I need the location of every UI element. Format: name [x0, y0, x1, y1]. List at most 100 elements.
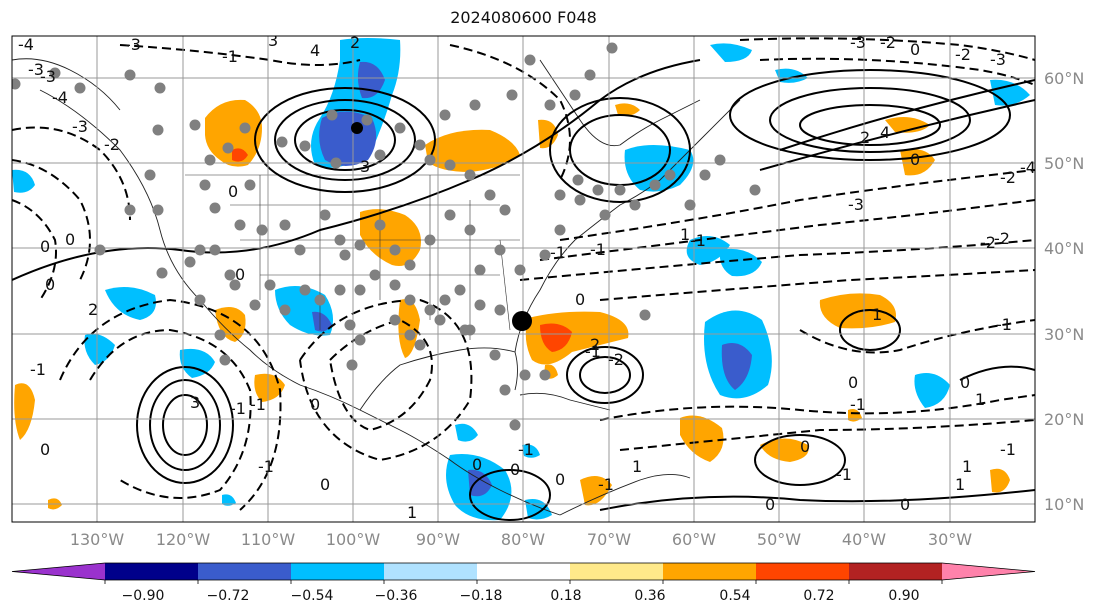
shade-red-nw	[232, 148, 248, 162]
dashed-arctic-4	[759, 57, 1035, 86]
coast-cuba	[519, 392, 611, 411]
station-dot	[152, 204, 164, 216]
coast-west-na	[39, 89, 561, 516]
contour-pac-low-2	[149, 379, 221, 471]
station-dot	[346, 359, 358, 371]
station-dot	[326, 109, 338, 121]
station-dot	[314, 294, 326, 306]
dashed-arctic-1	[119, 44, 361, 66]
station-dot	[124, 204, 136, 216]
station-dot	[554, 224, 566, 236]
contour-label: -1	[230, 399, 246, 418]
station-dot	[464, 169, 476, 181]
station-dot	[354, 239, 366, 251]
contour-cen-atl	[754, 434, 846, 486]
station-dot	[749, 184, 761, 196]
station-dot	[334, 234, 346, 246]
station-dot	[361, 114, 373, 126]
contour-ca-1	[469, 469, 551, 521]
contour-label: 1	[407, 503, 417, 522]
station-dot	[539, 249, 551, 261]
station-dot	[276, 136, 288, 148]
station-dot	[506, 89, 518, 101]
station-dot	[234, 219, 246, 231]
contour-label: 3	[268, 31, 278, 50]
contour-label: 0	[765, 495, 775, 514]
contour-high-atl-1	[799, 104, 941, 146]
contour-label: -1	[550, 243, 566, 262]
station-dot	[459, 324, 471, 336]
dashed-arctic-3	[739, 37, 1035, 61]
contour-label: -2	[1000, 168, 1016, 187]
contours-solid	[12, 59, 1035, 521]
lon-label: 50°W	[757, 530, 801, 549]
shade-orange-canary	[990, 468, 1010, 493]
station-dot	[554, 189, 566, 201]
station-dot	[184, 256, 196, 268]
shade-orange-small3	[848, 409, 862, 422]
contour-label: -1	[850, 395, 866, 414]
contour-label: -3	[990, 50, 1006, 69]
shade-orange-central	[398, 299, 420, 358]
station-dot	[199, 179, 211, 191]
station-dot	[144, 169, 156, 181]
station-dot	[469, 99, 481, 111]
dashed-mid-4	[599, 269, 1035, 301]
station-dot	[209, 244, 221, 256]
contour-label: 4	[880, 123, 890, 142]
shade-orange-labrador	[615, 103, 640, 116]
station-dot	[592, 184, 604, 196]
contour-low-center-3	[254, 87, 436, 193]
contour-label: 0	[575, 290, 585, 309]
contour-label: -3	[848, 195, 864, 214]
station-dot	[494, 244, 506, 256]
center-marker	[351, 122, 363, 134]
colorbar-segment	[198, 563, 292, 580]
shade-blue-gulf	[455, 423, 478, 442]
colorbar-segment	[105, 563, 199, 580]
contour-label: 0	[228, 182, 238, 201]
contour-label: 2	[88, 300, 98, 319]
station-dot	[474, 299, 486, 311]
station-dot	[584, 69, 596, 81]
lat-label: 30°N	[1044, 325, 1084, 344]
station-dot	[714, 154, 726, 166]
lon-label: 130°W	[70, 530, 125, 549]
station-dot	[369, 269, 381, 281]
contour-label: -3	[28, 60, 44, 79]
colorbar-segment	[849, 563, 943, 580]
station-dot	[572, 174, 584, 186]
contour-label: 0	[235, 265, 245, 284]
colorbar-segment	[756, 563, 850, 580]
station-dot	[189, 119, 201, 131]
latitude-labels: 60°N 50°N 40°N 30°N 20°N 10°N	[1044, 69, 1084, 514]
colorbar-tick: 0.90	[888, 588, 919, 604]
station-dot	[434, 314, 446, 326]
contour-label: -3	[40, 67, 56, 86]
station-dot	[256, 224, 268, 236]
contour-label: 0	[65, 230, 75, 249]
contour-label: -1	[836, 465, 852, 484]
contour-label: 0	[472, 455, 482, 474]
contour-label: 0	[848, 373, 858, 392]
shading-negative	[12, 38, 1030, 521]
station-dot	[299, 284, 311, 296]
station-dot	[514, 264, 526, 276]
shade-darkblue-west	[312, 311, 332, 332]
contour-label: -2	[880, 33, 896, 52]
colorbar-tick-labels: −0.90 −0.72 −0.54 −0.36 −0.18 0.18 0.36 …	[122, 588, 920, 604]
contour-label: 1	[632, 457, 642, 476]
contour-labels: -4 -3-343-123-3-4-3-2-3 -2 02-3-2-440-2 -3-2…	[18, 31, 1035, 522]
colorbar-tick: −0.90	[122, 588, 165, 604]
station-dot	[279, 304, 291, 316]
lon-label: 60°W	[672, 530, 716, 549]
contour-label: 1	[680, 225, 690, 244]
contour-label: -2	[955, 45, 971, 64]
station-dot	[424, 304, 436, 316]
map-frame	[11, 35, 1036, 523]
station-dot	[664, 169, 676, 181]
shade-blue-pac	[105, 286, 156, 320]
station-dot	[599, 209, 611, 221]
dashed-north-3	[12, 199, 57, 301]
dashed-trop-2	[619, 419, 1035, 451]
